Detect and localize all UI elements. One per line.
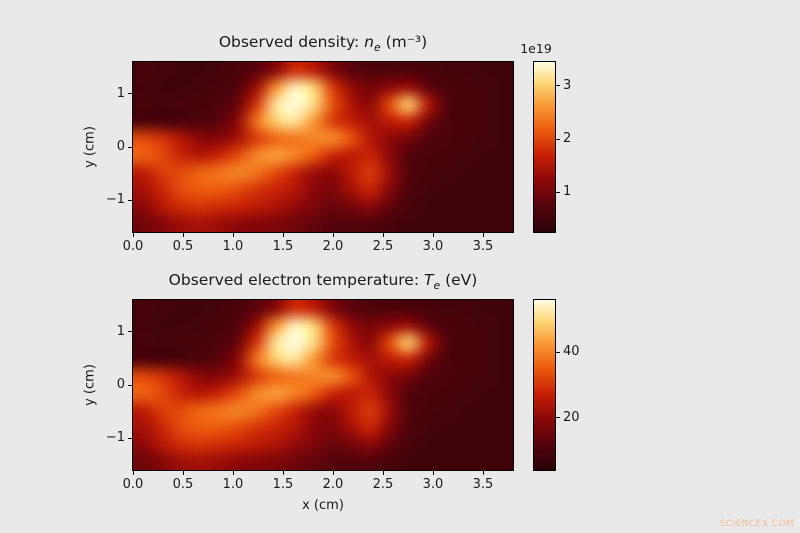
x-tick-label: 2.5 — [372, 477, 394, 492]
title-text: Observed electron temperature: — [168, 271, 424, 289]
x-tick-mark — [232, 471, 234, 475]
x-tick-label: 0.0 — [122, 477, 144, 492]
x-tick-label: 1.0 — [222, 239, 244, 254]
x-tick-label: 2.5 — [372, 239, 394, 254]
density-plot-title: Observed density: ne (m⁻³) — [133, 33, 513, 57]
x-tick-mark — [232, 233, 234, 237]
title-math-sub: e — [433, 279, 441, 293]
x-tick-mark — [432, 233, 434, 237]
x-tick-mark — [282, 471, 284, 475]
y-tick-mark — [128, 437, 132, 439]
y-tick-label: 0 — [116, 139, 125, 154]
colorbar-tick-label: 1 — [563, 184, 572, 200]
title-unit: (m⁻³) — [380, 33, 428, 51]
x-tick-mark — [182, 233, 184, 237]
temperature-colorbar-canvas — [534, 300, 555, 470]
temperature-heatmap-axes — [132, 299, 514, 471]
watermark: SCIENCEX.COM — [719, 519, 794, 529]
x-tick-mark — [132, 471, 134, 475]
y-tick-label: 1 — [116, 323, 125, 339]
x-tick-mark — [482, 471, 484, 475]
x-tick-mark — [432, 471, 434, 475]
title-math-var: T — [424, 271, 434, 289]
x-axis-label: x (cm) — [302, 498, 344, 513]
x-tick-mark — [132, 233, 134, 237]
x-tick-mark — [482, 233, 484, 237]
colorbar-tick-mark — [556, 417, 560, 419]
y-tick-mark — [128, 146, 132, 148]
y-tick-mark — [128, 199, 132, 201]
density-colorbar — [533, 61, 556, 233]
x-tick-label: 3.5 — [472, 477, 494, 492]
x-tick-label: 0.5 — [172, 477, 194, 492]
y-tick-mark — [128, 384, 132, 386]
y-tick-mark — [128, 93, 132, 95]
colorbar-tick-label: 3 — [563, 77, 572, 93]
title-unit: (eV) — [440, 271, 478, 289]
title-math-var: n — [364, 33, 374, 51]
x-tick-mark — [182, 471, 184, 475]
x-tick-label: 1.5 — [272, 239, 294, 254]
x-tick-label: 0.5 — [172, 239, 194, 254]
y-tick-mark — [128, 331, 132, 333]
x-tick-mark — [282, 233, 284, 237]
density-heatmap-canvas — [133, 62, 513, 232]
colorbar-tick-label: 20 — [563, 409, 580, 425]
x-tick-label: 2.0 — [322, 477, 344, 492]
x-tick-mark — [382, 233, 384, 237]
x-tick-label: 3.0 — [422, 239, 444, 254]
density-heatmap-axes — [132, 61, 514, 233]
y-tick-label: 0 — [116, 377, 125, 392]
y-tick-label: −1 — [105, 430, 125, 446]
x-tick-label: 1.0 — [222, 477, 244, 492]
x-tick-mark — [332, 471, 334, 475]
title-text: Observed density: — [218, 33, 365, 51]
x-tick-label: 2.0 — [322, 239, 344, 254]
x-tick-label: 1.5 — [272, 477, 294, 492]
temperature-heatmap-canvas — [133, 300, 513, 470]
temperature-colorbar — [533, 299, 556, 471]
x-tick-label: 3.5 — [472, 239, 494, 254]
density-colorbar-scale-label: 1e19 — [520, 41, 552, 56]
x-tick-label: 0.0 — [122, 239, 144, 254]
density-colorbar-canvas — [534, 62, 555, 232]
colorbar-tick-mark — [556, 85, 560, 87]
y-tick-label: 1 — [116, 85, 125, 101]
y-tick-label: −1 — [105, 192, 125, 208]
colorbar-tick-label: 2 — [563, 131, 572, 147]
title-math-sub: e — [374, 41, 381, 55]
x-tick-mark — [382, 471, 384, 475]
colorbar-tick-mark — [556, 351, 560, 353]
x-tick-mark — [332, 233, 334, 237]
colorbar-tick-label: 40 — [563, 344, 580, 360]
colorbar-tick-mark — [556, 138, 560, 140]
x-tick-label: 3.0 — [422, 477, 444, 492]
colorbar-tick-mark — [556, 191, 560, 193]
temperature-plot-title: Observed electron temperature: Te (eV) — [133, 271, 513, 295]
